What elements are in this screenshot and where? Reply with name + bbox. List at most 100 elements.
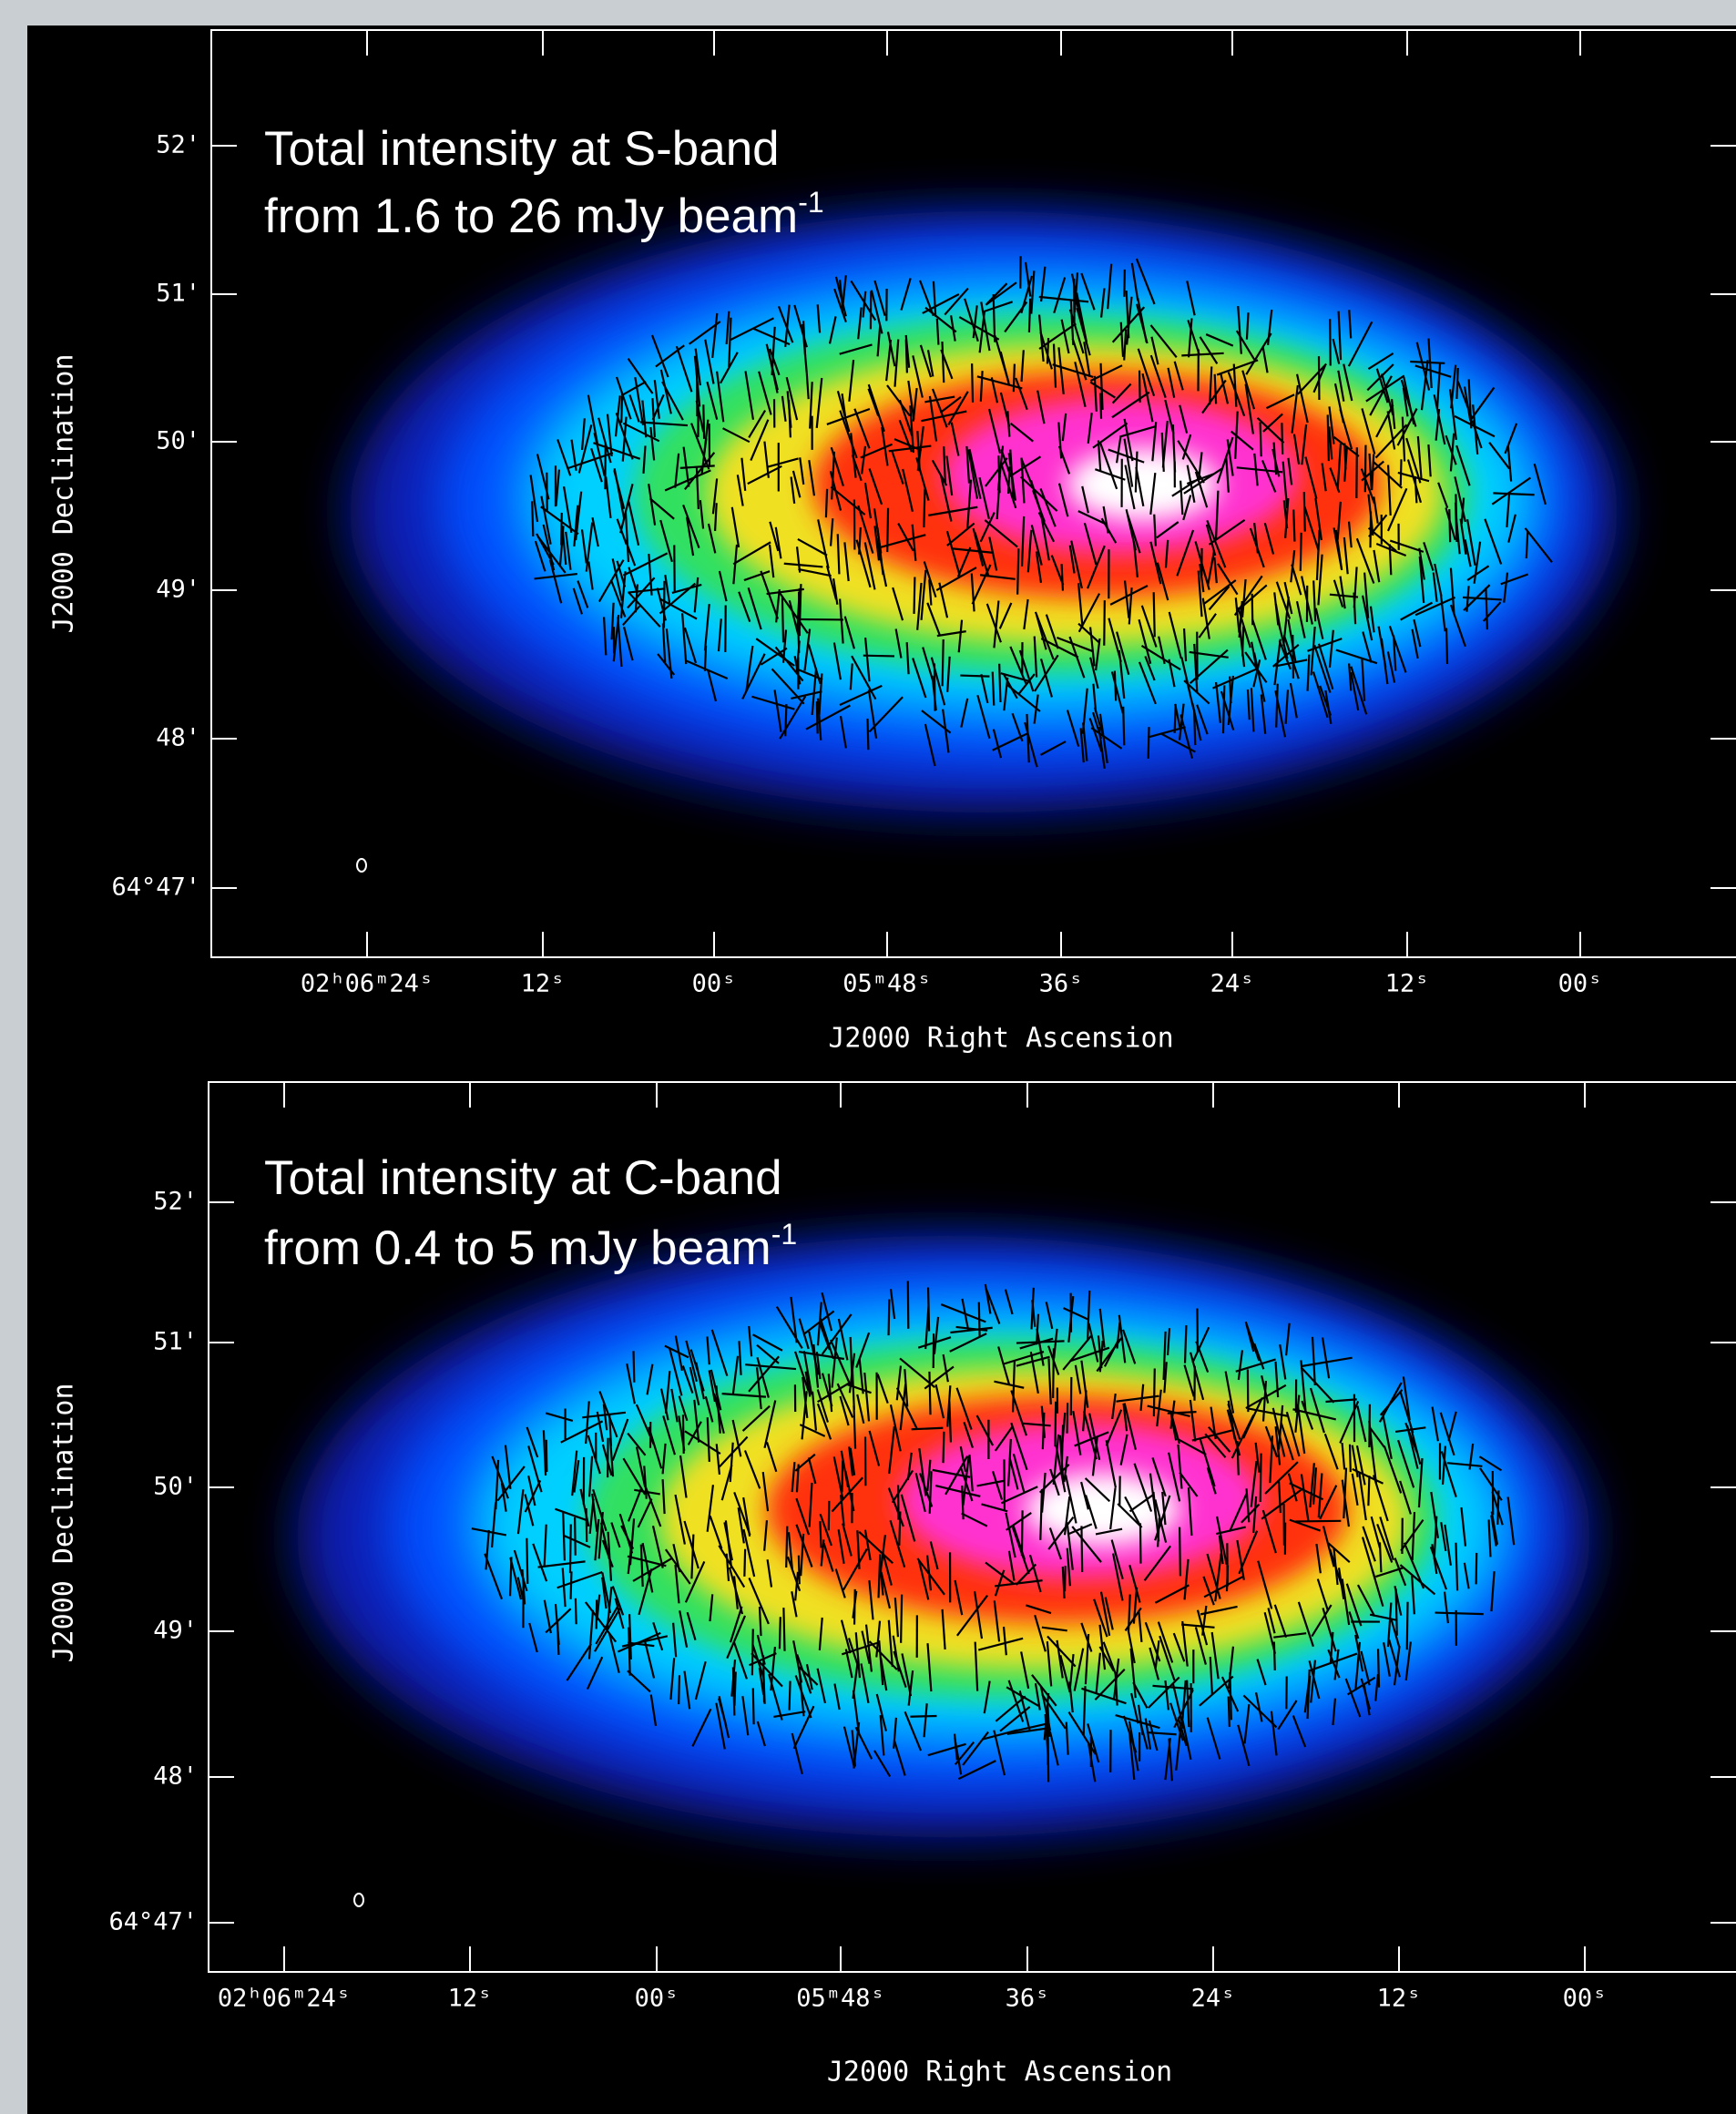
vector — [891, 451, 904, 485]
vector — [1081, 1687, 1127, 1705]
vector — [992, 1471, 1004, 1500]
vector — [713, 1393, 725, 1434]
vector — [1149, 1473, 1158, 1522]
vector — [619, 484, 634, 534]
vector — [664, 1344, 689, 1359]
vector — [693, 577, 700, 613]
vector — [875, 1620, 882, 1658]
vector — [728, 317, 732, 368]
vector — [587, 1455, 594, 1497]
vector — [1233, 575, 1263, 617]
vector — [1004, 301, 1028, 333]
vector — [674, 1494, 686, 1545]
vector — [1026, 713, 1030, 763]
vector — [1317, 643, 1334, 689]
vector — [795, 1464, 800, 1493]
vector — [715, 1444, 721, 1476]
vector — [950, 315, 956, 342]
vector — [848, 360, 855, 402]
vector — [1490, 1511, 1499, 1546]
vector — [1411, 1575, 1415, 1615]
vector — [1277, 1700, 1298, 1731]
vector — [773, 1711, 806, 1719]
vector — [627, 357, 654, 394]
vector — [856, 1530, 861, 1569]
vector — [1227, 675, 1235, 726]
vector — [747, 587, 762, 630]
vector — [1171, 476, 1202, 497]
vector — [1282, 634, 1300, 679]
vector — [1068, 1681, 1074, 1713]
vector — [1245, 332, 1272, 375]
vector — [1220, 690, 1235, 730]
vector — [1289, 682, 1298, 719]
vector — [1048, 1731, 1059, 1766]
vector — [1201, 379, 1227, 414]
x-tick-label: 12ˢ — [1377, 1985, 1422, 2013]
vector — [889, 1519, 906, 1568]
vector — [856, 1394, 865, 1425]
vector — [1272, 1641, 1276, 1670]
vector — [490, 1502, 497, 1548]
vector — [1119, 424, 1157, 438]
vector — [895, 1365, 903, 1401]
x-tick-label: 02ʰ06ᵐ24ˢ — [301, 970, 434, 998]
vector — [1034, 611, 1055, 660]
vector — [1006, 1512, 1032, 1531]
vector — [1296, 1404, 1306, 1455]
vector — [1341, 1479, 1351, 1527]
vector — [879, 1715, 885, 1756]
vector — [1183, 1325, 1188, 1363]
vector — [591, 516, 599, 547]
vector — [1506, 445, 1513, 482]
vector — [1484, 518, 1503, 565]
vector — [1414, 364, 1452, 378]
vector — [788, 1680, 791, 1711]
vector — [965, 445, 971, 484]
vector — [1351, 1473, 1359, 1506]
vector — [979, 512, 996, 543]
vector — [912, 658, 927, 699]
vector — [648, 484, 657, 526]
vector — [752, 327, 791, 346]
vector — [1242, 1397, 1263, 1439]
vector — [825, 565, 838, 600]
y-axis-label: J2000 Declination — [48, 1383, 80, 1662]
vector — [964, 298, 979, 342]
vector — [613, 468, 626, 519]
vector — [1329, 319, 1332, 366]
vector — [1102, 506, 1109, 534]
vector — [708, 1370, 716, 1403]
vector — [1009, 423, 1034, 443]
vector — [1017, 673, 1036, 696]
vector — [829, 1339, 852, 1386]
vector — [1524, 527, 1553, 563]
vector — [1158, 636, 1166, 665]
vector — [1173, 361, 1184, 391]
vector — [962, 1731, 989, 1766]
vector — [834, 1568, 846, 1598]
vector — [624, 511, 630, 563]
vector — [1020, 457, 1026, 504]
vector — [1162, 1331, 1167, 1381]
vector — [833, 288, 847, 323]
vector — [1348, 663, 1353, 691]
vector — [1187, 318, 1193, 358]
vector — [926, 350, 934, 377]
vector — [650, 334, 669, 378]
vector — [741, 653, 766, 700]
vector — [790, 476, 796, 505]
vector — [1068, 545, 1076, 574]
vector — [1102, 1641, 1118, 1677]
x-tick-label: 24ˢ — [1191, 1985, 1236, 2013]
vector — [1278, 639, 1292, 670]
panel: 02ʰ06ᵐ24ˢ 12ˢ 00ˢ 05ᵐ48ˢ 36ˢ 24ˢ 12ˢ 00ˢ 52' 51' 5… — [48, 29, 1736, 1055]
vector — [593, 432, 606, 476]
vector — [1263, 1611, 1276, 1654]
vector — [1369, 375, 1393, 416]
vector — [833, 1683, 841, 1711]
vector — [628, 591, 661, 628]
vector — [1488, 441, 1510, 470]
vector — [1123, 329, 1128, 361]
vector — [622, 605, 641, 627]
